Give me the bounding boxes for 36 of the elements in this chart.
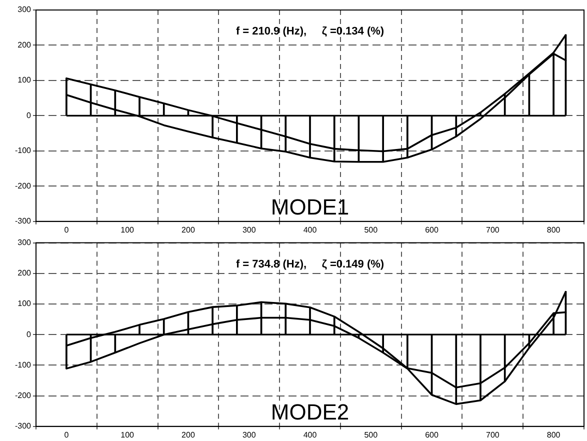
x-tick-label: 400 [303, 225, 318, 234]
x-tick-label: 800 [546, 225, 561, 234]
y-tick-label: -100 [14, 360, 32, 370]
x-tick-label: 800 [546, 430, 561, 440]
x-tick-label: 300 [242, 225, 256, 234]
y-tick-label: 100 [18, 299, 32, 308]
y-tick-label: 100 [18, 76, 32, 85]
x-tick-label: 400 [303, 430, 318, 440]
annotation: MODE1 [270, 194, 350, 220]
x-tick-label: 700 [486, 225, 500, 234]
annotation: f = 210.9 (Hz), ζ =0.134 (%) [236, 26, 384, 38]
x-tick-label: 500 [364, 225, 378, 234]
x-tick-label: 300 [242, 430, 256, 440]
annotation: MODE2 [270, 399, 350, 424]
x-tick-label: 600 [425, 225, 439, 234]
x-tick-label: 100 [120, 430, 135, 440]
x-tick-label: 600 [425, 430, 439, 440]
y-tick-label: 0 [26, 330, 32, 339]
x-tick-label: 100 [120, 225, 135, 234]
x-tick-label: 0 [64, 225, 70, 234]
y-tick-label: -100 [14, 146, 32, 156]
x-tick-label: 0 [64, 430, 70, 440]
y-tick-label: -200 [14, 181, 32, 190]
y-tick-label: 300 [18, 238, 32, 248]
x-tick-label: 700 [486, 430, 500, 440]
x-tick-label: 200 [182, 430, 196, 440]
y-tick-label: -300 [14, 422, 32, 431]
y-tick-label: 300 [18, 5, 32, 14]
annotation: f = 734.8 (Hz), ζ =0.149 (%) [236, 258, 384, 270]
y-tick-label: 200 [18, 40, 32, 50]
y-tick-label: 200 [18, 268, 32, 278]
y-tick-label: 0 [26, 110, 32, 120]
y-tick-label: -200 [14, 391, 32, 400]
y-tick-label: -300 [14, 216, 32, 226]
x-tick-label: 500 [364, 430, 378, 440]
x-tick-label: 200 [182, 225, 196, 234]
